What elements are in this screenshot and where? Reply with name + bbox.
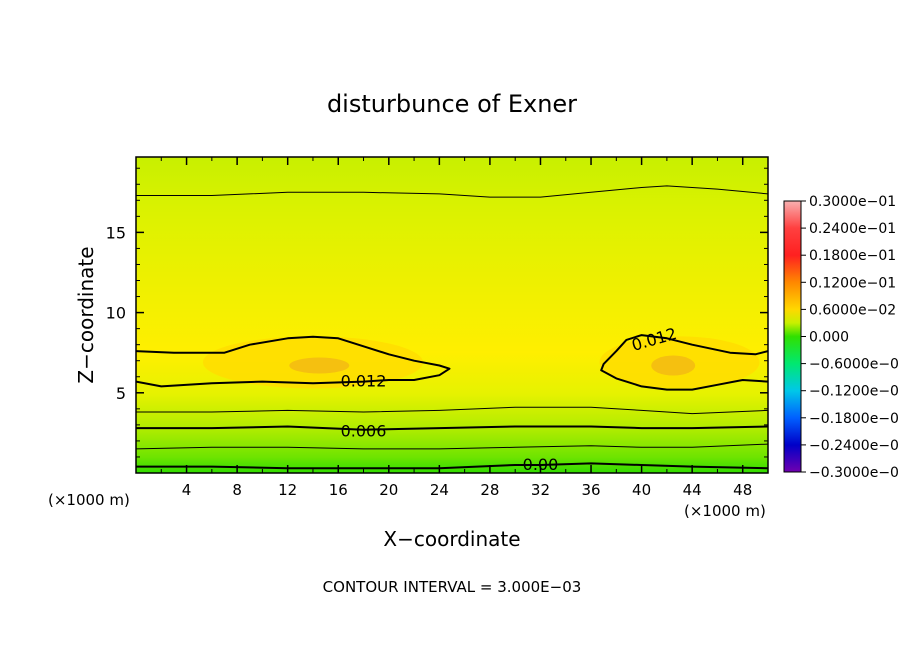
x-tick-label: 12: [278, 481, 297, 499]
x-tick-label: 28: [480, 481, 499, 499]
colorbar-label: 0.1800e−01: [809, 248, 896, 264]
colorbar-label: 0.1200e−01: [809, 275, 896, 291]
colorbar: 0.3000e−01 0.2400e−01 0.1800e−01 0.1200e−01…: [783, 194, 899, 481]
y-axis-label: Z−coordinate: [74, 246, 98, 383]
colorbar-label: −0.2400e−0: [809, 438, 899, 454]
contour-line-4: [136, 335, 451, 388]
contour-line-1: [136, 443, 768, 450]
contour-label: 0.006: [341, 421, 387, 440]
y-tick-label: 15: [106, 223, 126, 242]
contour-label: 0.012: [341, 372, 387, 391]
x-tick-label: 20: [379, 481, 398, 499]
x-unit-right: (×1000 m): [684, 502, 766, 520]
field-background: [136, 157, 768, 473]
contour-line-6: [136, 185, 768, 198]
colorbar-gradient: [783, 200, 802, 473]
contour-line-0: [136, 462, 768, 470]
x-tick-label: 16: [329, 481, 348, 499]
y-tick-label: 5: [116, 384, 126, 403]
plot-area: [136, 157, 768, 473]
contour-interval-footer: CONTOUR INTERVAL = 3.000E−03: [323, 578, 582, 596]
x-tick-label: 44: [683, 481, 702, 499]
x-tick-label: 36: [581, 481, 600, 499]
contour-line-5: [600, 334, 768, 391]
colorbar-label: 0.2400e−01: [809, 221, 896, 237]
x-axis-label: X−coordinate: [383, 527, 520, 551]
x-tick-label: 4: [182, 481, 192, 499]
colorbar-label: −0.1800e−0: [809, 411, 899, 427]
plot-frame: [135, 156, 769, 474]
colorbar-label: −0.6000e−0: [809, 357, 899, 373]
colorbar-label: −0.1200e−0: [809, 384, 899, 400]
x-tick-label: 8: [232, 481, 242, 499]
colorbar-label: −0.3000e−0: [809, 465, 899, 481]
x-tick-label: 24: [430, 481, 449, 499]
x-tick-label: 48: [733, 481, 752, 499]
fill-core-left: [289, 357, 350, 374]
contour-line-3: [136, 406, 768, 415]
contour-label: 0.00: [523, 455, 559, 474]
x-unit-left: (×1000 m): [48, 491, 130, 509]
x-tick-label: 40: [632, 481, 651, 499]
y-tick-label: 10: [106, 304, 126, 323]
fill-core-right: [651, 355, 696, 376]
chart-title: disturbunce of Exner: [327, 90, 577, 118]
colorbar-label: 0.000: [809, 330, 849, 346]
contour-line-2: [136, 425, 768, 431]
colorbar-label: 0.6000e−02: [809, 302, 896, 318]
colorbar-label: 0.3000e−01: [809, 194, 896, 210]
x-tick-label: 32: [531, 481, 550, 499]
